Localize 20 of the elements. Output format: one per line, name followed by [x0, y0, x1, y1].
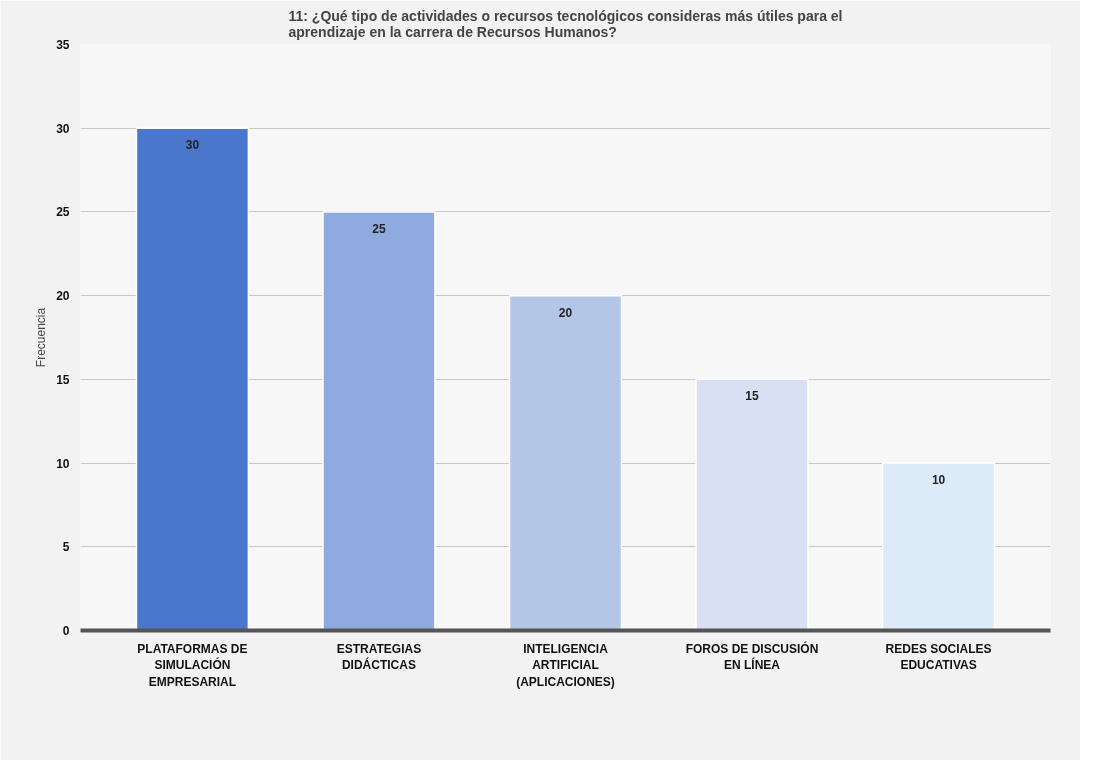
data-label: 15: [745, 389, 760, 404]
y-tick-label: 10: [56, 456, 70, 471]
data-label: 25: [372, 221, 386, 236]
data-label: 10: [931, 473, 946, 488]
x-tick-label: INTELIGENCIA ARTIFICIAL (APLICACIONES): [516, 641, 615, 690]
x-tick-label: FOROS DE DISCUSIÓN EN LÍNEA: [685, 640, 819, 673]
x-tick-label: ESTRATEGIAS DIDÁCTICAS: [336, 641, 422, 673]
y-tick-label: 5: [62, 540, 70, 555]
y-tick-label: 25: [56, 205, 70, 220]
y-tick-label: 0: [62, 624, 70, 638]
x-tick-label: PLATAFORMAS DE SIMULACIÓN EMPRESARIAL: [137, 641, 248, 690]
chart-title: 11: ¿Qué tipo de actividades o recursos tecnológicos consideras más útiles para el aprendizaje en la carrera de Recursos Humanos?: [288, 7, 843, 40]
y-axis-title: Frecuencia: [34, 307, 49, 368]
y-tick-label: 15: [56, 372, 70, 387]
data-label: 20: [558, 305, 573, 320]
data-label: 30: [185, 138, 200, 153]
y-tick-label: 30: [56, 121, 70, 136]
y-tick-label: 20: [56, 289, 70, 304]
y-tick-label: 35: [56, 38, 70, 52]
x-tick-label: REDES SOCIALES EDUCATIVAS: [885, 641, 992, 673]
